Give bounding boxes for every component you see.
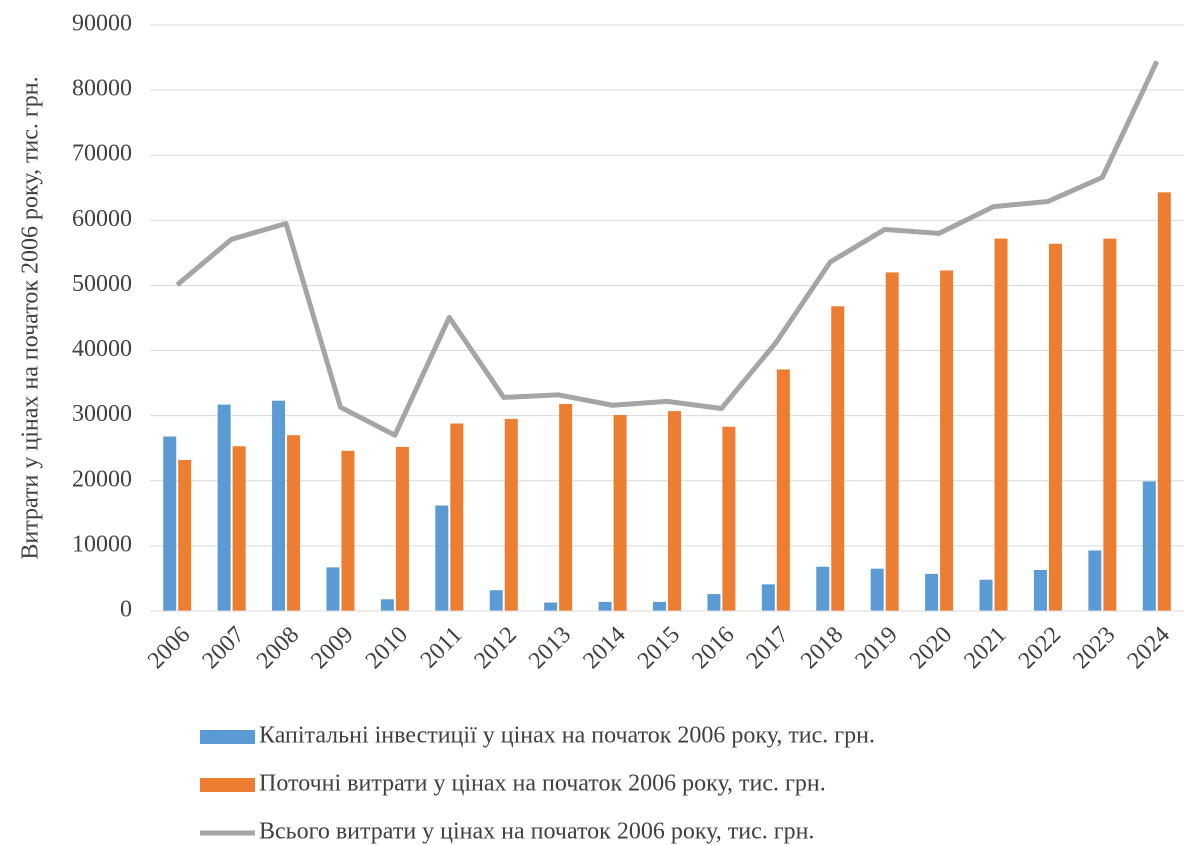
y-tick-label: 90000 bbox=[72, 11, 132, 37]
y-tick-label: 40000 bbox=[72, 336, 132, 362]
bar bbox=[504, 418, 518, 611]
bar bbox=[1048, 243, 1062, 612]
bar bbox=[559, 403, 573, 611]
bar bbox=[1142, 481, 1156, 611]
legend-marker bbox=[200, 730, 255, 744]
bar bbox=[450, 423, 464, 611]
y-axis-title: Витрати у цінах на початок 2006 року, ти… bbox=[18, 76, 44, 559]
bar bbox=[435, 505, 449, 611]
bar bbox=[395, 446, 409, 611]
bar bbox=[940, 270, 954, 611]
bar bbox=[544, 602, 558, 611]
bar bbox=[816, 566, 830, 611]
bar bbox=[994, 238, 1008, 611]
legend-label: Поточні витрати у цінах на початок 2006 … bbox=[259, 771, 826, 797]
x-tick-label: 2020 bbox=[905, 622, 957, 674]
bar bbox=[761, 584, 775, 611]
bar bbox=[217, 404, 231, 611]
bar bbox=[653, 601, 666, 611]
bar bbox=[598, 601, 612, 611]
x-tick-label: 2022 bbox=[1014, 622, 1066, 674]
x-tick-label: 2006 bbox=[143, 622, 195, 674]
x-tick-label: 2012 bbox=[470, 622, 522, 674]
x-tick-label: 2010 bbox=[361, 622, 413, 674]
legend-label: Капітальні інвестиції у цінах на початок… bbox=[259, 723, 875, 749]
bar bbox=[1033, 569, 1047, 611]
bar bbox=[232, 446, 246, 611]
x-tick-label: 2015 bbox=[633, 622, 685, 674]
x-tick-label: 2024 bbox=[1123, 622, 1175, 674]
bar bbox=[1157, 192, 1171, 611]
bar bbox=[272, 400, 286, 611]
line bbox=[175, 60, 1160, 438]
x-tick-label: 2021 bbox=[959, 622, 1011, 674]
bar bbox=[925, 573, 939, 611]
x-tick-label: 2008 bbox=[252, 622, 304, 674]
bar bbox=[489, 590, 503, 611]
x-tick-label: 2019 bbox=[850, 622, 902, 674]
legend-label: Всього витрати у цінах на початок 2006 р… bbox=[259, 819, 814, 845]
y-tick-label: 0 bbox=[120, 597, 132, 623]
bar bbox=[380, 599, 394, 611]
x-tick-label: 2014 bbox=[578, 622, 630, 674]
y-tick-label: 80000 bbox=[72, 76, 132, 102]
bar bbox=[178, 459, 192, 611]
x-tick-label: 2018 bbox=[796, 622, 848, 674]
bar bbox=[1088, 550, 1102, 611]
x-tick-label: 2011 bbox=[416, 622, 468, 674]
x-tick-label: 2017 bbox=[742, 622, 794, 674]
x-tick-label: 2009 bbox=[306, 622, 358, 674]
bar bbox=[1103, 238, 1117, 611]
bar bbox=[722, 426, 736, 611]
bar bbox=[163, 436, 177, 611]
x-tick-label: 2013 bbox=[524, 622, 576, 674]
y-tick-label: 70000 bbox=[72, 141, 132, 167]
bar bbox=[341, 450, 355, 611]
x-tick-label: 2016 bbox=[687, 622, 739, 674]
bar bbox=[870, 568, 884, 611]
y-tick-label: 60000 bbox=[72, 206, 132, 232]
y-tick-label: 30000 bbox=[72, 401, 132, 427]
y-tick-label: 10000 bbox=[72, 531, 132, 557]
bar bbox=[668, 411, 681, 611]
bar bbox=[613, 415, 627, 611]
bar bbox=[776, 369, 790, 611]
bar bbox=[326, 567, 340, 611]
bar bbox=[287, 435, 301, 611]
y-tick-label: 50000 bbox=[72, 271, 132, 297]
x-tick-label: 2023 bbox=[1068, 622, 1120, 674]
y-tick-label: 20000 bbox=[72, 466, 132, 492]
bar bbox=[707, 594, 721, 611]
bar bbox=[885, 272, 899, 611]
bar bbox=[979, 579, 993, 611]
bar bbox=[831, 306, 845, 611]
x-tick-label: 2007 bbox=[197, 622, 249, 674]
legend-marker bbox=[200, 778, 255, 792]
